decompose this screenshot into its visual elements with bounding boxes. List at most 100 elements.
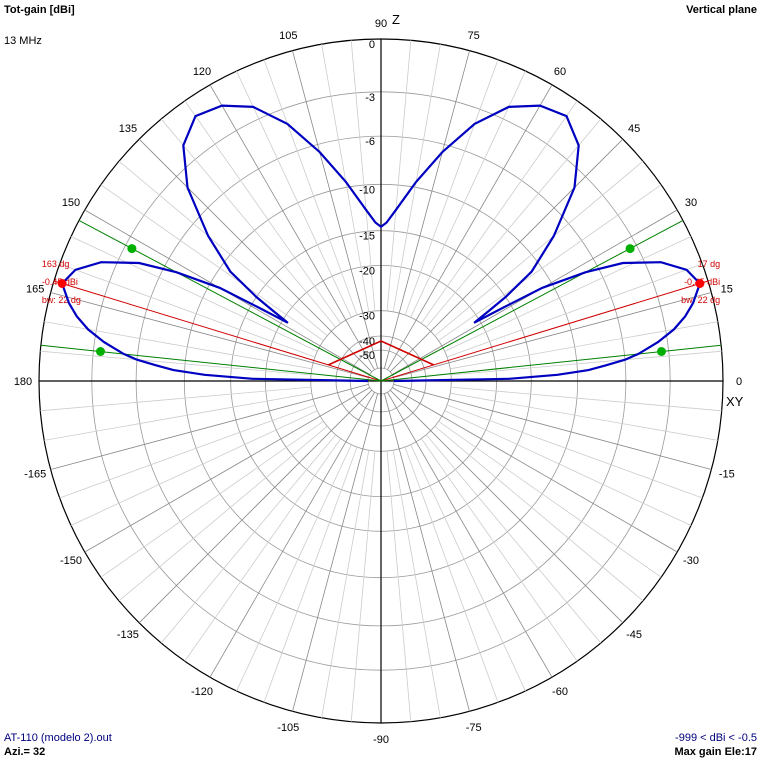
grid-spoke bbox=[438, 184, 662, 342]
grid-spoke bbox=[236, 444, 352, 692]
grid-spoke bbox=[70, 236, 318, 352]
grid-spoke bbox=[44, 392, 312, 441]
grid-spoke bbox=[384, 393, 470, 712]
ring-label: -50 bbox=[359, 350, 375, 362]
grid-spoke bbox=[59, 263, 316, 358]
grid-spoke bbox=[450, 321, 718, 370]
azimuth-label: Azi.= 32 bbox=[4, 746, 46, 758]
grid-spoke bbox=[389, 389, 624, 624]
grid-spoke bbox=[100, 184, 324, 342]
angle-label: 75 bbox=[468, 30, 480, 42]
angle-label: -90 bbox=[373, 734, 389, 746]
grid-spoke bbox=[263, 59, 358, 316]
angle-label: -165 bbox=[24, 469, 46, 481]
ring-label: -20 bbox=[359, 265, 375, 277]
grid-spoke bbox=[387, 84, 553, 370]
angle-label: 30 bbox=[685, 197, 697, 209]
grid-spoke bbox=[350, 40, 376, 312]
ring-label: 0 bbox=[369, 39, 375, 51]
max-gain-label: Max gain Ele:17 bbox=[674, 746, 757, 758]
angle-label: 60 bbox=[554, 66, 566, 78]
grid-spoke bbox=[292, 393, 378, 712]
grid-spoke bbox=[410, 444, 526, 692]
range-label: -999 < dBi < -0.5 bbox=[675, 732, 757, 744]
grid-spoke bbox=[118, 425, 328, 602]
grid-spoke bbox=[450, 350, 722, 376]
grid-spoke bbox=[434, 425, 644, 602]
half-power-point bbox=[657, 347, 666, 356]
max-gain-line bbox=[53, 280, 382, 382]
half-power-point bbox=[625, 244, 635, 254]
ring-label: -10 bbox=[359, 184, 375, 196]
angle-label: -30 bbox=[683, 555, 699, 567]
angle-label: -60 bbox=[552, 686, 568, 698]
grid-spoke bbox=[393, 384, 712, 470]
angle-label: 45 bbox=[628, 123, 640, 135]
grid-spoke bbox=[446, 263, 703, 358]
grid-spoke bbox=[40, 386, 312, 412]
grid-spoke bbox=[434, 160, 644, 337]
angle-label: -45 bbox=[626, 629, 642, 641]
angle-label: 150 bbox=[62, 197, 80, 209]
ring-labels: 0 -3 -6 -10 -15 -20 -30 -40 -50 bbox=[359, 39, 375, 362]
grid-spoke bbox=[450, 392, 718, 441]
max-gain-text: bw: 22 dg bbox=[681, 295, 720, 305]
angle-label: -15 bbox=[719, 469, 735, 481]
grid-spoke bbox=[392, 387, 678, 553]
grid-spoke bbox=[393, 292, 712, 378]
grid-spoke bbox=[118, 160, 328, 337]
grid-spoke bbox=[420, 438, 578, 662]
grid-spoke bbox=[84, 387, 370, 553]
grid-spoke bbox=[50, 384, 369, 470]
angle-label: 180 bbox=[14, 376, 32, 388]
grid-spoke bbox=[404, 59, 499, 316]
beamwidth-line bbox=[78, 219, 382, 382]
angle-label: 0 bbox=[736, 376, 742, 388]
max-gain-text: 163 dg bbox=[42, 259, 70, 269]
max-gain-line bbox=[380, 280, 709, 382]
grid-spoke bbox=[40, 350, 312, 376]
max-gain-point bbox=[695, 279, 705, 288]
grid-spoke bbox=[184, 438, 342, 662]
max-gain-text: bw: 22 dg bbox=[42, 295, 81, 305]
pattern-points bbox=[57, 244, 705, 356]
grid-spoke bbox=[70, 410, 318, 526]
angle-label: 120 bbox=[193, 66, 211, 78]
grid-spoke bbox=[438, 420, 662, 578]
grid-spoke bbox=[184, 100, 342, 324]
frequency-label: 13 MHz bbox=[4, 35, 42, 47]
grid-spoke bbox=[160, 118, 337, 328]
horizontal-axis-label: XY bbox=[726, 394, 744, 409]
angle-label: -105 bbox=[277, 722, 299, 734]
ring-label: -40 bbox=[359, 336, 375, 348]
angle-label: 15 bbox=[721, 283, 733, 295]
angle-label: 105 bbox=[279, 30, 297, 42]
angle-labels: 0153045607590105120135150165180-165-150-… bbox=[14, 18, 742, 746]
grid-spoke bbox=[209, 84, 375, 370]
ring-label: -15 bbox=[359, 231, 375, 243]
grid-spoke bbox=[138, 138, 373, 373]
half-power-point bbox=[96, 347, 105, 356]
grid-spoke bbox=[321, 450, 370, 718]
chart-title: Tot-gain [dBi] bbox=[4, 4, 75, 16]
grid-spoke bbox=[446, 404, 703, 499]
vertical-axis-label: Z bbox=[392, 12, 400, 27]
grid-spoke bbox=[450, 386, 722, 412]
angle-label: -150 bbox=[60, 555, 82, 567]
grid-spoke bbox=[425, 434, 602, 644]
beam-indicator bbox=[328, 340, 434, 366]
max-gain-text: 17 dg bbox=[698, 259, 721, 269]
max-gain-point bbox=[57, 279, 67, 288]
grid-spoke bbox=[387, 392, 553, 678]
angle-label: 165 bbox=[26, 283, 44, 295]
grid-spoke bbox=[160, 434, 337, 644]
grid-spoke bbox=[59, 404, 316, 499]
angle-label: 135 bbox=[119, 123, 137, 135]
ring-label: -6 bbox=[365, 136, 375, 148]
grid-spoke bbox=[384, 50, 470, 369]
plane-label: Vertical plane bbox=[686, 4, 757, 16]
grid-spoke bbox=[50, 292, 369, 378]
grid-spoke bbox=[350, 450, 376, 722]
grid-spoke bbox=[392, 44, 441, 312]
